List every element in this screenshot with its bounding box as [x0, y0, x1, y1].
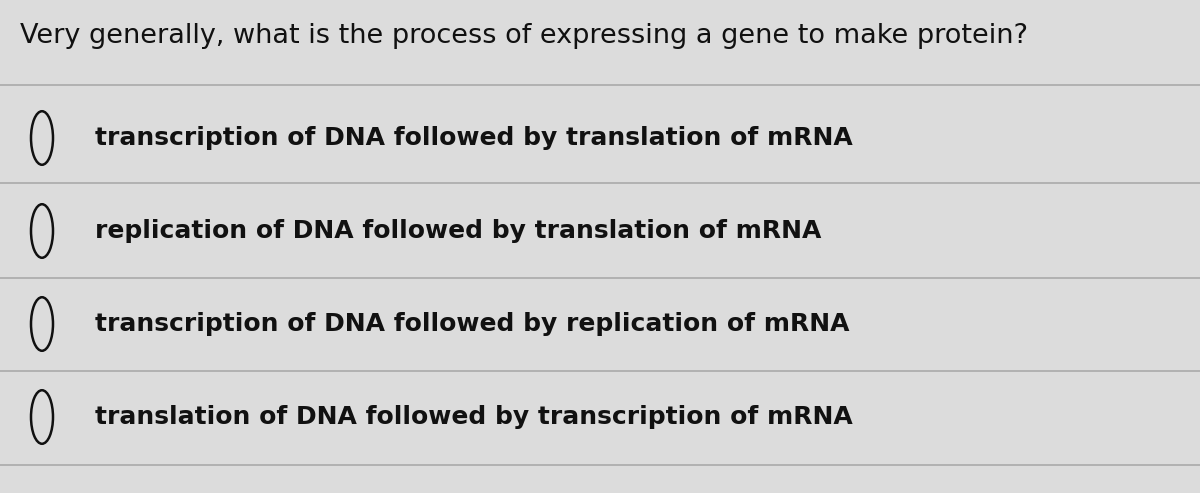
Text: translation of DNA followed by transcription of mRNA: translation of DNA followed by transcrip… [95, 405, 853, 429]
Text: replication of DNA followed by translation of mRNA: replication of DNA followed by translati… [95, 219, 821, 243]
Text: transcription of DNA followed by translation of mRNA: transcription of DNA followed by transla… [95, 126, 853, 150]
Text: transcription of DNA followed by replication of mRNA: transcription of DNA followed by replica… [95, 312, 850, 336]
Text: Very generally, what is the process of expressing a gene to make protein?: Very generally, what is the process of e… [20, 23, 1028, 49]
